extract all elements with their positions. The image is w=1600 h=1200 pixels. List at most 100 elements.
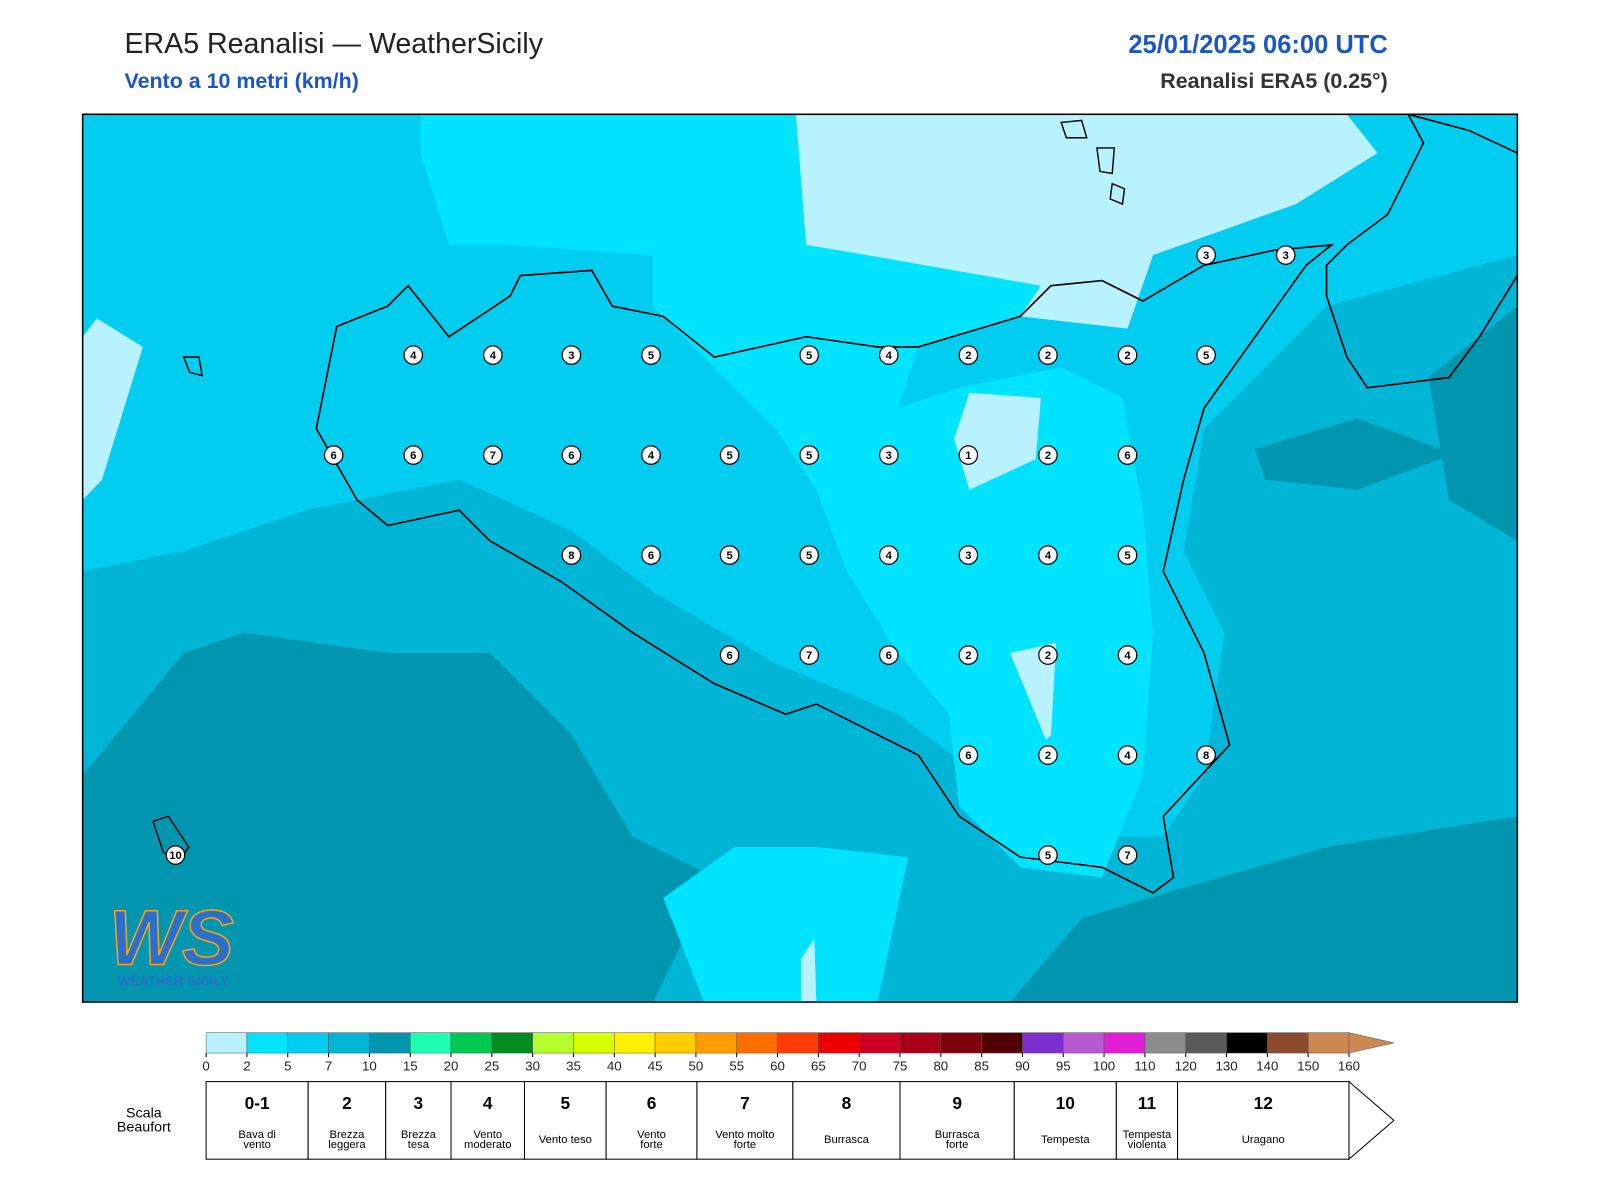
station-value: 3 [568,350,574,362]
beaufort-force: 6 [647,1093,657,1113]
station-value: 4 [886,350,893,362]
beaufort-name: violenta [1128,1139,1167,1151]
beaufort-force: 4 [483,1093,493,1113]
colorbar-swatch [532,1032,574,1054]
colorbar-tick-label: 85 [974,1058,989,1073]
station-value: 4 [490,350,497,362]
source: Reanalisi ERA5 (0.25°) [1160,69,1387,93]
station-marker [1038,545,1058,565]
colorbar-tick-label: 2 [243,1058,250,1073]
station-value: 3 [886,450,892,462]
colorbar-tick-label: 160 [1338,1058,1360,1073]
colorbar-swatch [287,1032,329,1054]
station-value: 4 [1045,550,1052,562]
beaufort-name: forte [640,1139,662,1151]
station-value: 6 [331,450,337,462]
colorbar-tick-label: 150 [1297,1058,1319,1073]
station-value: 6 [648,550,654,562]
coastline [1325,114,1518,389]
beaufort-force: 12 [1254,1093,1273,1113]
station-marker [1196,345,1216,365]
station-marker [799,345,819,365]
colorbar-tick-label: 90 [1015,1058,1030,1073]
station-marker [1038,745,1058,765]
station-value: 2 [965,350,971,362]
station-value: 3 [965,550,971,562]
field [420,114,1154,878]
colorbar-tick-label: 45 [648,1058,663,1073]
colorbar-tick-label: 95 [1056,1058,1071,1073]
beaufort-force: 2 [342,1093,352,1113]
station-marker [403,445,424,465]
station-marker [561,545,582,565]
beaufort-name: leggera [328,1139,366,1151]
station-marker [1117,445,1138,465]
colorbar-swatch [1103,1032,1146,1054]
field [1255,418,1455,490]
beaufort-force: 7 [740,1093,750,1113]
beaufort-name: Brezza [329,1129,365,1141]
station-value: 5 [1124,550,1130,562]
station-marker [719,545,740,565]
beaufort-name: Vento [637,1129,666,1141]
station-marker [799,445,819,465]
colorbar-swatch [573,1032,615,1054]
beaufort-cell [792,1081,901,1160]
station-marker [958,645,979,665]
field [1010,816,1518,1003]
colorbar-swatch [328,1032,370,1054]
station-marker [1196,745,1216,765]
title: ERA5 Reanalisi — WeatherSicily [124,28,543,60]
station-marker [958,445,979,465]
beaufort-cell [1177,1081,1350,1160]
colorbar-tick-label: 7 [325,1058,332,1073]
field [801,938,817,1003]
colorbar-swatch [1226,1032,1268,1054]
station-value: 6 [568,450,574,462]
station-marker [799,645,819,665]
beaufort-name: Tempesta [1041,1134,1090,1146]
beaufort-name: forte [946,1139,968,1151]
station-marker [403,345,424,365]
beaufort-name: Vento teso [539,1134,592,1146]
colorbar-swatch [736,1032,778,1054]
colorbar-tick-label: 15 [403,1058,418,1073]
station-value: 3 [1283,250,1289,262]
station-value: 5 [806,350,812,362]
colorbar-swatch [409,1032,452,1054]
station-value: 8 [568,550,574,562]
colorbar-swatch [899,1032,942,1054]
field [954,392,1041,490]
colorbar-swatch [1144,1032,1186,1054]
beaufort-cell [1115,1081,1179,1160]
beaufort-cell [605,1081,698,1160]
colorbar-swatch [818,1032,860,1054]
map-frame [81,113,1519,1003]
station-marker [719,445,740,465]
colorbar-tick-label: 110 [1134,1058,1155,1073]
station-marker [1196,245,1216,265]
station-marker [1117,745,1138,765]
colorbar-swatch [695,1032,737,1054]
beaufort-name: Vento molto [715,1129,774,1141]
station-marker [1117,645,1138,665]
colorbar-tick-label: 25 [484,1058,499,1073]
beaufort-label: Beaufort [117,1120,171,1136]
station-marker [878,345,899,365]
colorbar-swatch [369,1032,411,1054]
beaufort-name: Bava di [238,1129,275,1141]
beaufort-force: 11 [1138,1093,1157,1113]
station-value: 8 [1203,750,1209,762]
station-marker [165,845,186,865]
colorbar-tick-label: 65 [811,1058,826,1073]
field [1428,306,1518,541]
map: 3 3 4 4 3 5 5 4 2 2 2 5 6 6 7 6 4 5 5 3 1 2 6 8 6 5 5 4 3 4 5 6 7 6 2 2 4 6 2 4… [82,114,1518,1003]
station-marker [1117,845,1138,865]
field [1010,642,1057,740]
logo: WS WEATHER SICILY [108,895,234,989]
colorbar-swatch [858,1032,901,1054]
station-marker [878,645,899,665]
colorbar-tick-label: 60 [770,1058,785,1073]
station-value: 5 [726,550,732,562]
